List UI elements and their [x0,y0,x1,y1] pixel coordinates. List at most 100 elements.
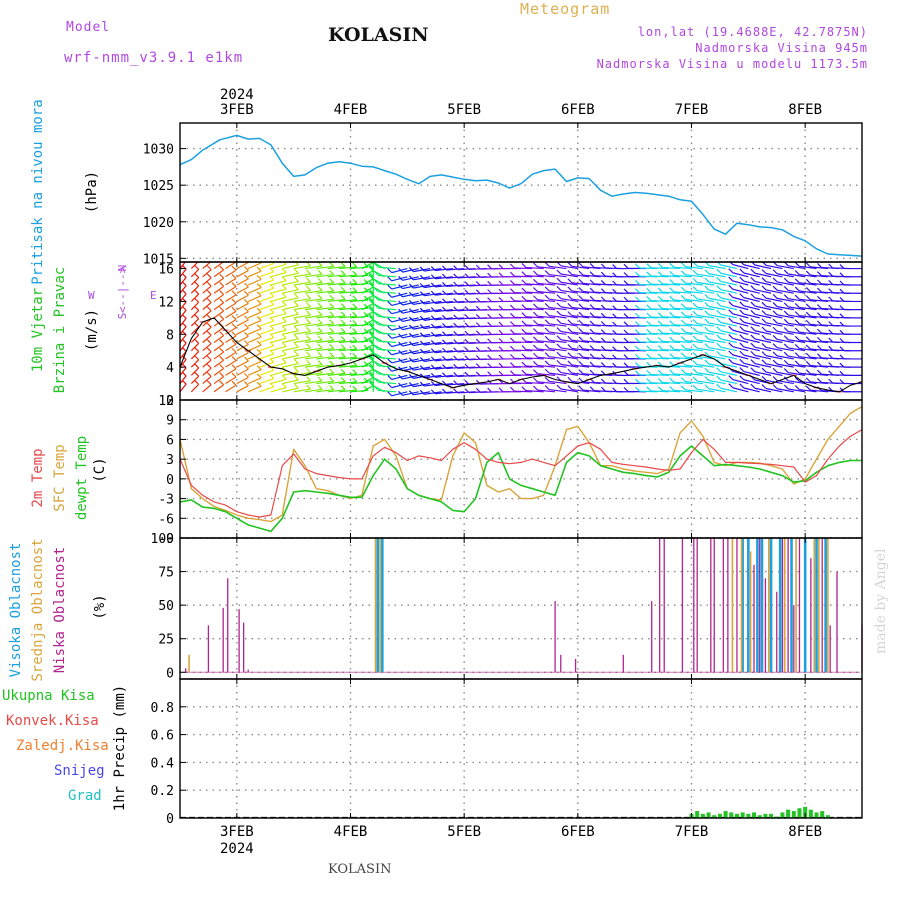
wind-barb-flag [430,340,436,345]
wind-barb [743,264,760,270]
wind-barb-flag [509,280,515,285]
wind-barb [190,301,200,311]
wind-barb-flag [442,273,447,279]
wind-tick-label: 8 [166,328,174,343]
cloud-axis-unit: (%) [92,594,108,619]
wind-barb [571,372,590,376]
wind-barb [378,307,397,311]
wind-barb-flag [772,277,778,283]
wind-barb-flag [680,295,686,300]
wind-barb [424,284,442,289]
wind-barb-flag [430,364,436,370]
wind-barb-flag [646,296,652,302]
wind-barb [304,298,323,303]
wind-barb [446,300,465,304]
wind-barb [339,323,357,327]
wind-barb-flag [533,344,538,350]
wind-barb [316,331,334,335]
precip-bar [769,813,774,818]
wind-barb-flag [556,318,562,324]
wind-barb [514,292,533,294]
wind-barb [316,372,334,376]
wind-barb-flag [805,319,811,325]
wind-barb [282,330,299,335]
wind-barb-flag [728,375,734,380]
wind-barb-flag [398,292,403,298]
wind-barb [259,386,274,393]
wind-barb-flag [716,268,722,274]
wind-barb-flag [430,356,436,362]
wind-barb-flag [839,313,845,319]
wind-barb-flag [419,299,425,305]
wind-barb-flag [453,347,459,353]
wind-barb [765,346,783,352]
wind-barb-flag [521,312,527,318]
date-label-top: 8FEB [788,102,822,118]
wind-barb-flag [623,288,629,294]
wind-barb-flag [281,284,287,290]
wind-barb [549,364,567,368]
wind-barb-flag [294,367,299,373]
wind-barb-flag [509,345,515,351]
wind-barb-flag [657,279,663,285]
wind-barb-flag [306,286,312,291]
wind-barb-flag [669,385,675,391]
wind-barb-flag [464,363,470,369]
wind-barb-flag [329,319,335,325]
wind-barb [720,305,738,311]
wind-barb [446,382,465,386]
precip-bar [740,812,745,818]
wind-barb [514,324,533,327]
wind-barb [316,265,334,270]
wind-barb-flag [329,368,335,374]
wind-barb-flag [680,377,686,383]
wind-barb [339,315,357,319]
wind-barb-flag [509,386,515,392]
wind-speed-line [179,317,863,393]
wind-barb [720,338,738,344]
wind-barb [339,356,357,360]
wind-barb [525,357,544,360]
wind-barb-flag [442,364,447,369]
wind-barb [810,274,828,278]
wind-barb [270,271,287,278]
wind-barb-flag [728,383,734,389]
wind-barb [259,369,274,376]
wind-barb [662,381,681,385]
wind-barb-flag [373,320,379,326]
wind-barb-flag [442,355,447,361]
wind-barb [650,349,669,352]
wind-barb-flag [498,370,504,376]
wind-barb-flag [783,351,789,357]
wind-barb-flag [219,298,225,304]
wind-barb-flag [430,282,436,288]
wind-barb [304,306,323,311]
wind-barb-flag [704,384,710,390]
wind-barb-flag [408,332,414,338]
wind-barb [708,371,726,376]
wind-barb-flag [363,262,369,268]
wind-barb [202,359,212,368]
wind-barb-flag [368,288,374,294]
wind-barb-flag [600,353,606,359]
wind-barb [435,374,453,378]
wind-barb-flag [340,262,346,268]
wind-barb-flag [739,268,745,274]
wind-barb-flag [635,304,640,310]
wind-barb [247,287,262,294]
wind-barb-flag [419,324,425,329]
wind-barb-flag [256,340,262,346]
wind-barb-flag [612,264,618,269]
wind-barb [236,319,249,327]
wind-barb-flag [828,370,834,376]
wind-barb-flag [716,350,722,356]
wind-barb [697,331,715,335]
wind-barb [402,333,419,339]
wind-barb-flag [317,294,323,300]
wind-barb-flag [453,265,459,271]
wind-barb [549,273,567,278]
wind-barb [225,286,237,294]
wind-barb [685,372,703,376]
wind-barb-flag [194,273,200,279]
wind-barb-flag [475,330,481,336]
